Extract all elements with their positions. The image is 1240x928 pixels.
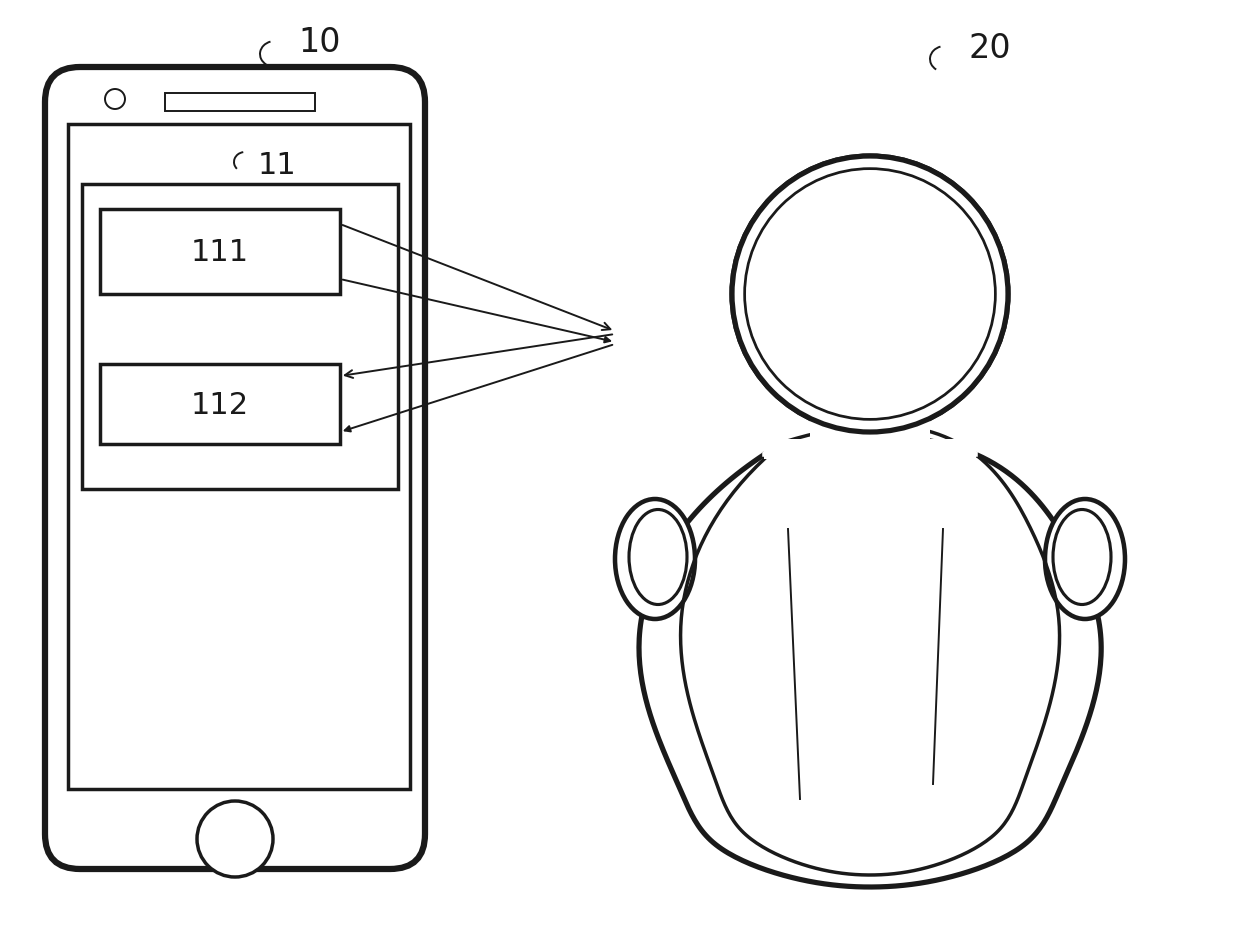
Bar bbox=[165, 94, 315, 112]
Bar bbox=[820, 415, 920, 445]
Circle shape bbox=[745, 170, 994, 419]
Text: 112: 112 bbox=[191, 390, 249, 419]
Text: 10: 10 bbox=[299, 25, 341, 58]
Ellipse shape bbox=[660, 470, 1080, 849]
FancyBboxPatch shape bbox=[45, 68, 425, 869]
Text: 20: 20 bbox=[968, 32, 1012, 64]
Circle shape bbox=[745, 170, 994, 419]
Circle shape bbox=[197, 801, 273, 877]
Ellipse shape bbox=[1053, 510, 1111, 605]
Circle shape bbox=[732, 157, 1008, 432]
Bar bbox=[810, 400, 930, 459]
Text: 111: 111 bbox=[191, 238, 249, 266]
Ellipse shape bbox=[629, 510, 687, 605]
Bar bbox=[764, 440, 976, 459]
Ellipse shape bbox=[1045, 499, 1125, 619]
Ellipse shape bbox=[615, 499, 694, 619]
Bar bbox=[100, 210, 340, 295]
Bar bbox=[650, 440, 1090, 659]
Bar bbox=[68, 125, 410, 789]
Bar bbox=[82, 185, 398, 489]
Circle shape bbox=[746, 171, 994, 419]
Circle shape bbox=[732, 157, 1008, 432]
Circle shape bbox=[105, 90, 125, 110]
Polygon shape bbox=[639, 438, 1101, 887]
Text: 11: 11 bbox=[258, 150, 296, 179]
Bar bbox=[100, 365, 340, 445]
